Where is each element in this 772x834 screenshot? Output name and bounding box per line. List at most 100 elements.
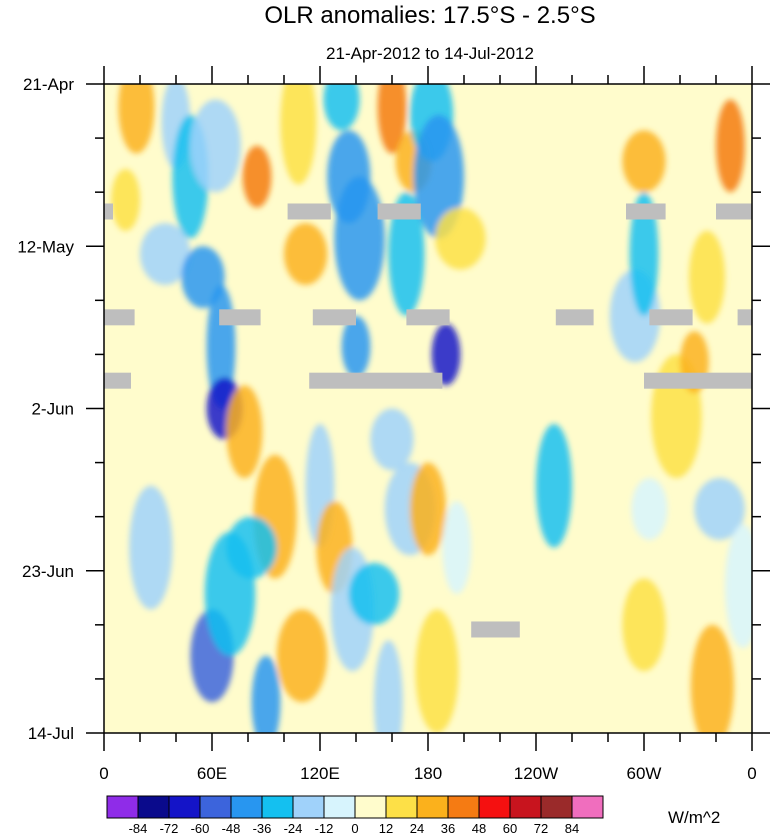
- colorbar-swatch: [199, 795, 232, 819]
- anomaly-blob: [341, 315, 371, 378]
- missing-data-bar: [377, 203, 421, 220]
- anomaly-blob: [410, 462, 446, 556]
- missing-data-bar: [104, 203, 113, 220]
- colorbar-swatch: [292, 795, 325, 819]
- colorbar-label: -48: [222, 821, 241, 834]
- anomaly-blob: [280, 84, 317, 185]
- anomaly-blob: [388, 192, 425, 316]
- anomaly-blob: [118, 84, 155, 154]
- colorbar-swatch: [230, 795, 263, 819]
- colorbar-label: -36: [253, 821, 272, 834]
- anomaly-blob: [415, 609, 459, 733]
- missing-data-layer: [104, 203, 752, 638]
- missing-data-bar: [287, 203, 331, 220]
- missing-data-bar: [555, 309, 594, 326]
- colorbar-swatch: [447, 795, 480, 819]
- anomaly-blob: [629, 192, 659, 316]
- y-tick-label: 2-Jun: [31, 400, 74, 419]
- anomaly-blob: [190, 99, 241, 193]
- anomaly-blob: [442, 501, 472, 594]
- anomaly-blob: [129, 485, 173, 610]
- missing-data-bar: [219, 309, 261, 326]
- missing-data-bar: [716, 203, 752, 220]
- anomaly-blob: [694, 478, 745, 540]
- missing-data-bar: [309, 372, 443, 389]
- anomaly-blob: [181, 246, 225, 309]
- colorbar-swatch: [168, 795, 201, 819]
- y-axis: 21-Apr 12-May 2-Jun 23-Jun 14-Jul: [17, 75, 770, 743]
- anomaly-blob: [370, 408, 414, 471]
- colorbar-swatch: [137, 795, 170, 819]
- x-axis: 0 60E 120E 180 120W 60W 0: [99, 66, 757, 783]
- anomaly-field: [111, 84, 752, 733]
- x-tick-label: 180: [414, 764, 442, 783]
- colorbar-swatch: [540, 795, 573, 819]
- colorbar-swatch: [323, 795, 356, 819]
- colorbar-label: 36: [441, 821, 455, 834]
- anomaly-blob: [226, 516, 277, 579]
- anomaly-blob: [689, 230, 725, 324]
- x-tick-label: 60W: [627, 764, 662, 783]
- plot-area: [103, 83, 753, 734]
- colorbar-label: 84: [565, 821, 579, 834]
- anomaly-blob: [111, 168, 140, 231]
- anomaly-blob: [536, 423, 572, 548]
- colorbar-label: 12: [379, 821, 393, 834]
- colorbar-swatch: [509, 795, 542, 819]
- anomaly-blob: [334, 176, 385, 301]
- colorbar-units: W/m^2: [668, 808, 720, 827]
- anomaly-blob: [374, 640, 403, 733]
- colorbar-swatch: [354, 795, 387, 819]
- y-tick-label: 14-Jul: [28, 724, 74, 743]
- anomaly-blob: [140, 223, 191, 285]
- anomaly-blob: [431, 323, 461, 386]
- colorbar-label: -12: [315, 821, 334, 834]
- anomaly-blob: [251, 655, 281, 733]
- anomaly-blob: [435, 207, 486, 270]
- colorbar-label: 72: [534, 821, 548, 834]
- colorbar-swatch: [416, 795, 449, 819]
- colorbar-swatch: [385, 795, 418, 819]
- colorbar-label: 60: [503, 821, 517, 834]
- missing-data-bar: [406, 309, 450, 326]
- anomaly-blob: [284, 223, 328, 285]
- y-tick-label: 12-May: [17, 237, 74, 256]
- missing-data-bar: [104, 372, 131, 389]
- anomaly-blob: [276, 609, 328, 703]
- anomaly-blob: [622, 578, 666, 672]
- colorbar: -84 -72 -60 -48 -36 -24 -12 0 12 24 36 48 60 72 84: [106, 795, 604, 834]
- anomaly-blob: [725, 524, 752, 648]
- y-tick-label: 23-Jun: [22, 562, 74, 581]
- anomaly-blob: [323, 84, 360, 131]
- y-tick-label: 21-Apr: [23, 75, 74, 94]
- chart-title: OLR anomalies: 17.5°S - 2.5°S: [264, 2, 595, 29]
- colorbar-label: -84: [129, 821, 148, 834]
- x-tick-label: 0: [747, 764, 756, 783]
- colorbar-label: 24: [410, 821, 424, 834]
- anomaly-blob: [413, 114, 464, 239]
- colorbar-swatch: [571, 795, 604, 819]
- colorbar-label: -24: [284, 821, 303, 834]
- colorbar-swatch: [106, 795, 139, 819]
- missing-data-bar: [104, 309, 135, 326]
- missing-data-bar: [471, 621, 520, 638]
- missing-data-bar: [312, 309, 356, 326]
- missing-data-bar: [649, 309, 693, 326]
- chart-subtitle: 21-Apr-2012 to 14-Jul-2012: [326, 44, 534, 63]
- anomaly-blob: [690, 624, 734, 733]
- colorbar-label: 48: [472, 821, 486, 834]
- colorbar-label: -72: [160, 821, 179, 834]
- x-tick-label: 120E: [300, 764, 340, 783]
- colorbar-swatch: [261, 795, 294, 819]
- colorbar-swatch: [478, 795, 511, 819]
- anomaly-blob: [348, 563, 400, 625]
- anomaly-blob: [377, 84, 407, 154]
- missing-data-bar: [644, 372, 752, 389]
- anomaly-blob: [226, 385, 263, 479]
- anomaly-blob: [242, 145, 272, 208]
- anomaly-blob: [716, 99, 745, 193]
- x-tick-label: 60E: [197, 764, 227, 783]
- colorbar-label: -60: [191, 821, 210, 834]
- missing-data-bar: [737, 309, 752, 326]
